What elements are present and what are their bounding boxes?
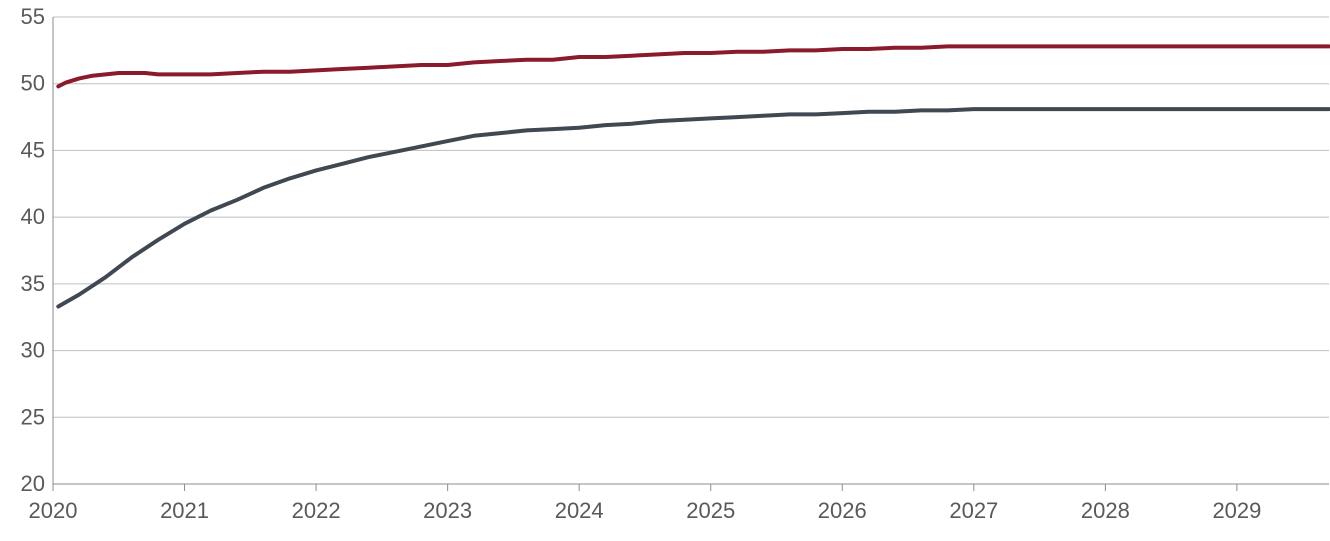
x-tick-label: 2029 — [1212, 498, 1261, 523]
x-tick-label: 2022 — [292, 498, 341, 523]
x-tick-label: 2028 — [1081, 498, 1130, 523]
axes — [52, 17, 1329, 491]
y-tick-label: 45 — [21, 137, 45, 162]
x-tick-label: 2025 — [686, 498, 735, 523]
x-tick-label: 2020 — [29, 498, 78, 523]
y-tick-label: 25 — [21, 404, 45, 429]
y-tick-label: 55 — [21, 4, 45, 29]
series-line-2 — [56, 107, 1330, 309]
y-tick-label: 40 — [21, 204, 45, 229]
y-tick-label: 30 — [21, 338, 45, 363]
y-tick-label: 35 — [21, 271, 45, 296]
x-tick-label: 2021 — [160, 498, 209, 523]
series-line-1 — [56, 44, 1330, 89]
x-tick-label: 2026 — [818, 498, 867, 523]
x-tick-label: 2024 — [555, 498, 604, 523]
series-lines — [56, 44, 1330, 309]
y-tick-label: 20 — [21, 471, 45, 496]
gridlines — [53, 16, 1329, 418]
x-tick-label: 2023 — [423, 498, 472, 523]
y-tick-label: 50 — [21, 71, 45, 96]
x-tick-label: 2027 — [949, 498, 998, 523]
